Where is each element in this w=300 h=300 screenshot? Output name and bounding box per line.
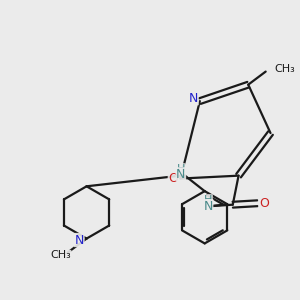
Text: N: N [176, 168, 186, 181]
Text: O: O [259, 197, 269, 210]
Text: N: N [189, 92, 198, 105]
Text: CH₃: CH₃ [50, 250, 71, 260]
Text: N: N [75, 233, 84, 247]
Text: O: O [168, 172, 178, 185]
Text: H: H [177, 164, 185, 174]
Text: H: H [204, 195, 212, 205]
Text: N: N [203, 200, 213, 213]
Text: CH₃: CH₃ [274, 64, 295, 74]
